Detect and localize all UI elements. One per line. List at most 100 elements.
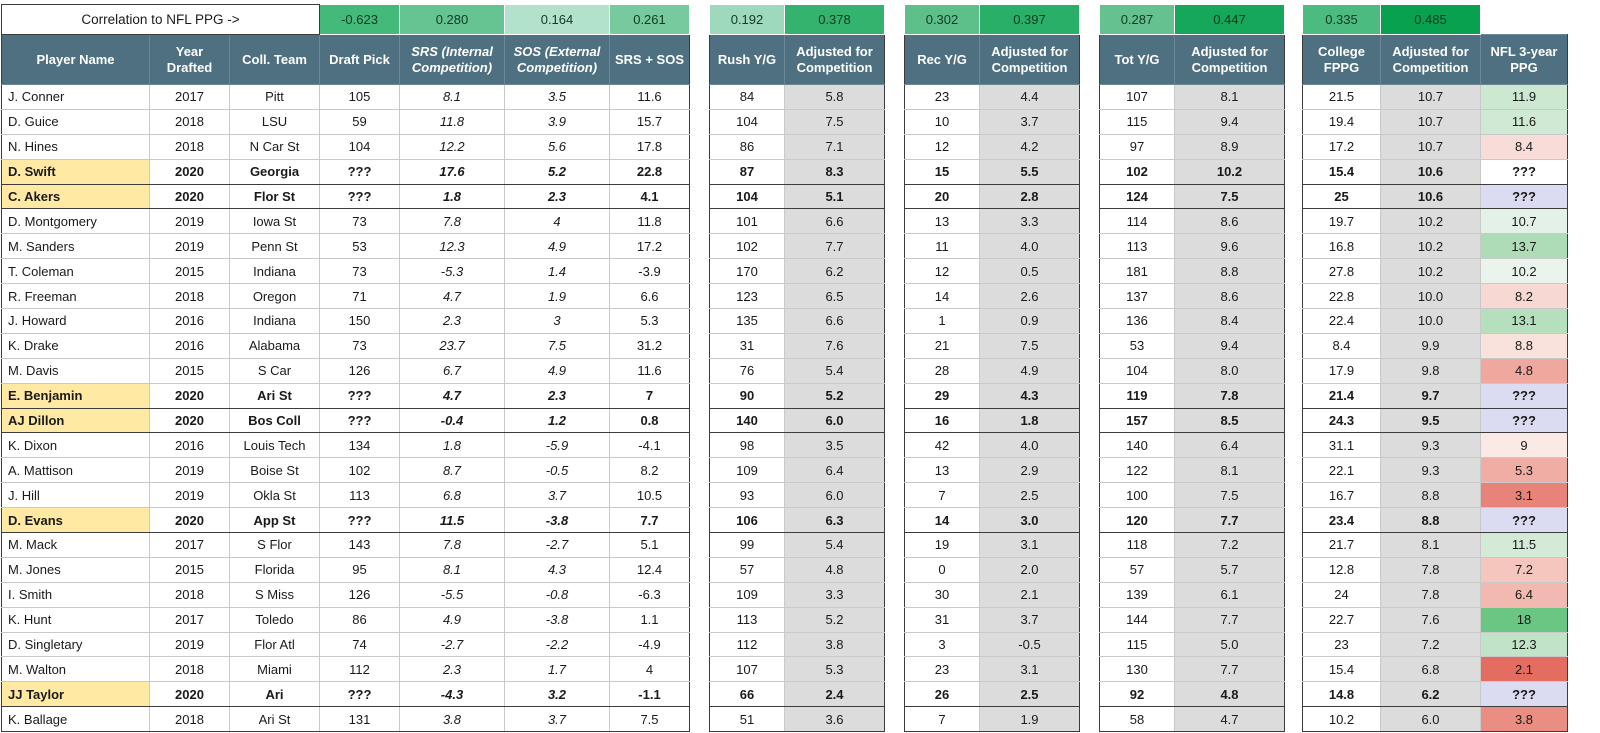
- cell-nfl[interactable]: 12.3: [1480, 631, 1568, 658]
- cell-rush[interactable]: 76: [709, 357, 785, 384]
- cell-srs_sos[interactable]: 11.6: [609, 357, 690, 384]
- cell-rec[interactable]: 29: [904, 382, 980, 409]
- cell-tot[interactable]: 57: [1099, 556, 1175, 583]
- cell-nfl[interactable]: 2.1: [1480, 656, 1568, 683]
- column-header-srs[interactable]: SRS (Internal Competition): [399, 34, 505, 85]
- cell-tot[interactable]: 100: [1099, 482, 1175, 509]
- cell-rec[interactable]: 14: [904, 283, 980, 310]
- cell-player[interactable]: M. Jones: [1, 556, 150, 583]
- cell-rec_adj[interactable]: 2.8: [979, 183, 1080, 210]
- cell-rec_adj[interactable]: 5.5: [979, 158, 1080, 185]
- cell-fppg[interactable]: 27.8: [1302, 258, 1381, 285]
- column-header-team[interactable]: Coll. Team: [229, 34, 320, 85]
- cell-nfl[interactable]: 13.7: [1480, 233, 1568, 260]
- column-header-pick[interactable]: Draft Pick: [319, 34, 400, 85]
- cell-nfl[interactable]: 8.8: [1480, 332, 1568, 359]
- cell-fppg_adj[interactable]: 10.7: [1380, 84, 1481, 110]
- cell-srs[interactable]: 12.2: [399, 133, 505, 160]
- cell-srs[interactable]: 1.8: [399, 432, 505, 459]
- cell-tot_adj[interactable]: 7.7: [1174, 507, 1285, 534]
- cell-fppg_adj[interactable]: 9.9: [1380, 332, 1481, 359]
- cell-fppg_adj[interactable]: 10.2: [1380, 258, 1481, 285]
- cell-year[interactable]: 2020: [149, 507, 230, 534]
- cell-tot_adj[interactable]: 7.5: [1174, 183, 1285, 210]
- cell-rec_adj[interactable]: 4.9: [979, 357, 1080, 384]
- cell-srs[interactable]: 8.1: [399, 556, 505, 583]
- cell-year[interactable]: 2019: [149, 631, 230, 658]
- cell-team[interactable]: Iowa St: [229, 208, 320, 235]
- cell-rush[interactable]: 140: [709, 407, 785, 434]
- cell-srs[interactable]: 4.7: [399, 283, 505, 310]
- cell-srs_sos[interactable]: 5.1: [609, 532, 690, 558]
- cell-tot_adj[interactable]: 9.4: [1174, 108, 1285, 135]
- cell-tot_adj[interactable]: 4.8: [1174, 681, 1285, 708]
- cell-rush_adj[interactable]: 3.6: [784, 706, 885, 733]
- cell-rec[interactable]: 10: [904, 108, 980, 135]
- cell-fppg[interactable]: 17.2: [1302, 133, 1381, 160]
- cell-tot[interactable]: 92: [1099, 681, 1175, 708]
- cell-srs[interactable]: -5.3: [399, 258, 505, 285]
- cell-year[interactable]: 2016: [149, 432, 230, 459]
- correlation-value-rec[interactable]: 0.302: [904, 4, 980, 35]
- cell-rec[interactable]: 23: [904, 656, 980, 683]
- cell-year[interactable]: 2015: [149, 556, 230, 583]
- cell-srs_sos[interactable]: 4.1: [609, 183, 690, 210]
- cell-rush_adj[interactable]: 3.5: [784, 432, 885, 459]
- cell-rec[interactable]: 12: [904, 133, 980, 160]
- cell-rush[interactable]: 99: [709, 532, 785, 558]
- cell-rec_adj[interactable]: 2.5: [979, 482, 1080, 509]
- cell-srs[interactable]: 6.7: [399, 357, 505, 384]
- cell-rec_adj[interactable]: 4.0: [979, 233, 1080, 260]
- cell-srs_sos[interactable]: -6.3: [609, 581, 690, 608]
- cell-sos[interactable]: 7.5: [504, 332, 610, 359]
- cell-rec[interactable]: 16: [904, 407, 980, 434]
- cell-player[interactable]: JJ Taylor: [1, 681, 150, 708]
- cell-team[interactable]: Georgia: [229, 158, 320, 185]
- cell-team[interactable]: S Flor: [229, 532, 320, 558]
- cell-rush[interactable]: 123: [709, 283, 785, 310]
- cell-fppg[interactable]: 21.4: [1302, 382, 1381, 409]
- cell-rush[interactable]: 106: [709, 507, 785, 534]
- cell-fppg_adj[interactable]: 9.3: [1380, 432, 1481, 459]
- cell-rush_adj[interactable]: 4.8: [784, 556, 885, 583]
- cell-rec_adj[interactable]: 1.8: [979, 407, 1080, 434]
- column-header-tot_adj[interactable]: Adjusted for Competition: [1174, 34, 1285, 85]
- cell-rec[interactable]: 3: [904, 631, 980, 658]
- cell-tot[interactable]: 114: [1099, 208, 1175, 235]
- cell-team[interactable]: Ari St: [229, 706, 320, 733]
- cell-pick[interactable]: 73: [319, 208, 400, 235]
- cell-pick[interactable]: 131: [319, 706, 400, 733]
- cell-srs[interactable]: 3.8: [399, 706, 505, 733]
- cell-rush_adj[interactable]: 2.4: [784, 681, 885, 708]
- cell-player[interactable]: M. Walton: [1, 656, 150, 683]
- column-header-fppg_adj[interactable]: Adjusted for Competition: [1380, 34, 1481, 85]
- cell-rush[interactable]: 102: [709, 233, 785, 260]
- cell-pick[interactable]: 71: [319, 283, 400, 310]
- cell-tot_adj[interactable]: 7.8: [1174, 382, 1285, 409]
- cell-year[interactable]: 2018: [149, 108, 230, 135]
- cell-rush_adj[interactable]: 6.2: [784, 258, 885, 285]
- cell-rec[interactable]: 14: [904, 507, 980, 534]
- cell-nfl[interactable]: 7.2: [1480, 556, 1568, 583]
- cell-fppg[interactable]: 22.4: [1302, 308, 1381, 334]
- cell-pick[interactable]: 73: [319, 332, 400, 359]
- cell-fppg_adj[interactable]: 8.8: [1380, 507, 1481, 534]
- correlation-value-sos[interactable]: 0.164: [504, 4, 610, 35]
- cell-rec_adj[interactable]: 2.5: [979, 681, 1080, 708]
- cell-team[interactable]: S Car: [229, 357, 320, 384]
- cell-tot_adj[interactable]: 8.6: [1174, 283, 1285, 310]
- cell-pick[interactable]: 112: [319, 656, 400, 683]
- cell-player[interactable]: I. Smith: [1, 581, 150, 608]
- cell-rush_adj[interactable]: 3.3: [784, 581, 885, 608]
- cell-srs_sos[interactable]: 22.8: [609, 158, 690, 185]
- cell-fppg_adj[interactable]: 7.8: [1380, 581, 1481, 608]
- cell-tot[interactable]: 136: [1099, 308, 1175, 334]
- cell-tot_adj[interactable]: 8.6: [1174, 208, 1285, 235]
- cell-fppg[interactable]: 22.8: [1302, 283, 1381, 310]
- cell-nfl[interactable]: 3.1: [1480, 482, 1568, 509]
- cell-year[interactable]: 2020: [149, 407, 230, 434]
- cell-player[interactable]: D. Singletary: [1, 631, 150, 658]
- cell-rush_adj[interactable]: 5.2: [784, 606, 885, 633]
- cell-rush_adj[interactable]: 5.4: [784, 532, 885, 558]
- cell-srs_sos[interactable]: 17.2: [609, 233, 690, 260]
